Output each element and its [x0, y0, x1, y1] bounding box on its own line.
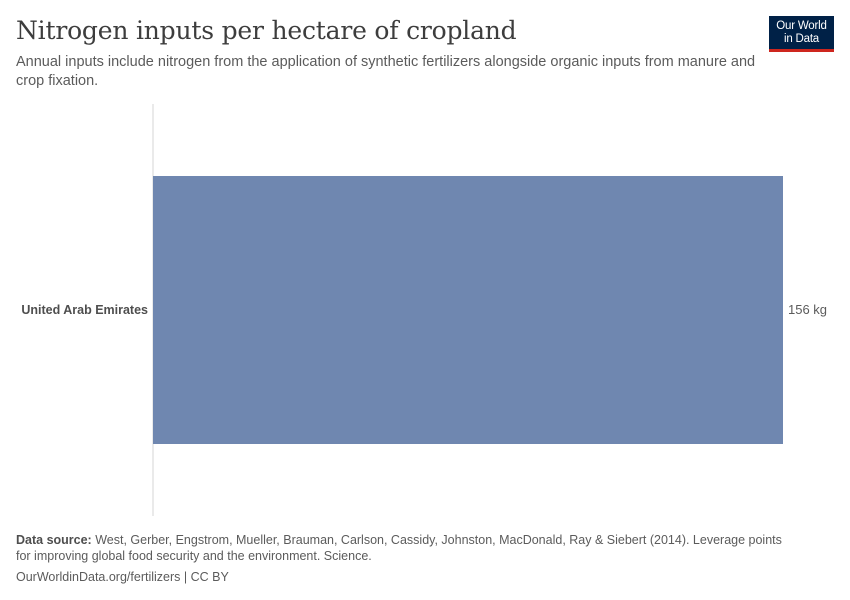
data-source-label: Data source:: [16, 533, 92, 547]
category-label: United Arab Emirates: [21, 303, 148, 317]
footer: OurWorldinData.org/fertilizers | CC BY: [16, 569, 229, 585]
footer-separator: |: [180, 570, 191, 584]
footer-url-link[interactable]: OurWorldinData.org/fertilizers: [16, 570, 181, 584]
value-label: 156 kg: [788, 302, 827, 317]
license-link[interactable]: CC BY: [190, 570, 229, 584]
data-source-text: West, Gerber, Engstrom, Mueller, Brauman…: [16, 533, 782, 563]
data-source: Data source: West, Gerber, Engstrom, Mue…: [16, 532, 796, 564]
owid-logo[interactable]: Our World in Data: [769, 16, 834, 52]
chart-subtitle: Annual inputs include nitrogen from the …: [16, 54, 756, 89]
logo-line-1: Our World: [776, 20, 827, 32]
bar[interactable]: [153, 176, 783, 444]
logo-line-2: in Data: [783, 33, 820, 45]
chart-title: Nitrogen inputs per hectare of cropland: [16, 16, 517, 45]
